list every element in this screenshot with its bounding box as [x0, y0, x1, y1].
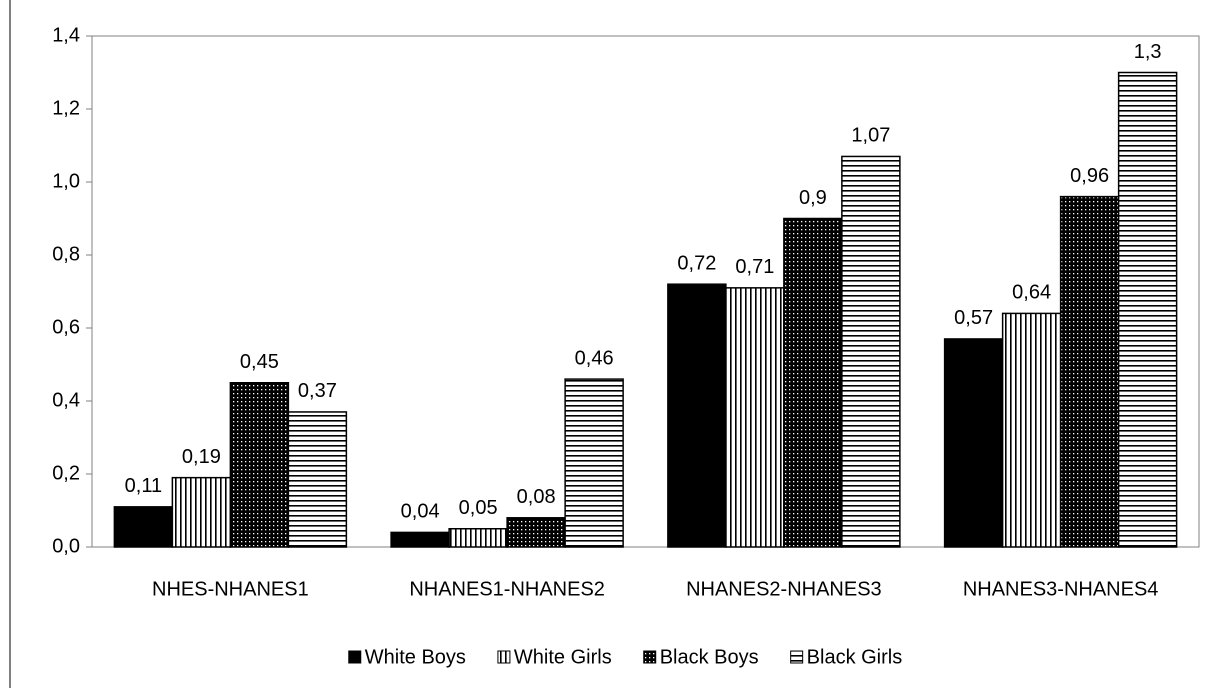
- value-label: 1,07: [851, 125, 890, 147]
- value-label: 0,45: [240, 351, 279, 373]
- y-tick-label: 0,0: [52, 535, 80, 557]
- legend-label: White Boys: [365, 646, 466, 668]
- value-label: 0,05: [459, 497, 498, 519]
- bar: [287, 411, 348, 548]
- value-label: 0,46: [575, 347, 614, 369]
- bar: [783, 217, 843, 548]
- y-tick-label: 0,6: [52, 316, 80, 338]
- legend-marker: [497, 650, 511, 664]
- value-label: 0,96: [1070, 165, 1109, 187]
- y-tick-label: 0,2: [52, 462, 80, 484]
- bar: [113, 506, 174, 548]
- bar: [1059, 195, 1120, 548]
- legend-label: Black Girls: [807, 646, 903, 668]
- value-label: 1,3: [1134, 41, 1162, 63]
- x-tick-label: NHANES1-NHANES2: [409, 578, 605, 600]
- value-label: 0,57: [954, 307, 993, 329]
- y-tick-label: 0,4: [52, 389, 80, 411]
- bar: [725, 287, 785, 548]
- x-tick-label: NHANES2-NHANES3: [686, 578, 882, 600]
- value-label: 0,08: [517, 486, 556, 508]
- bar: [229, 382, 290, 548]
- value-label: 0,64: [1012, 282, 1051, 304]
- plot-area: [91, 35, 1200, 548]
- value-label: 0,9: [799, 187, 827, 209]
- bar: [1001, 312, 1062, 548]
- bar: [564, 378, 624, 548]
- bar: [448, 528, 508, 548]
- bar: [506, 517, 566, 548]
- bar: [1117, 71, 1178, 548]
- y-tick-label: 1,4: [52, 24, 80, 46]
- legend-label: White Girls: [514, 646, 612, 668]
- value-label: 0,71: [735, 256, 774, 278]
- value-label: 0,72: [677, 252, 716, 274]
- bar: [943, 338, 1004, 548]
- value-label: 0,11: [125, 475, 162, 497]
- legend-marker: [790, 650, 804, 664]
- x-tick-label: NHANES3-NHANES4: [963, 578, 1159, 600]
- value-label: 0,37: [298, 380, 337, 402]
- value-label: 0,04: [401, 501, 440, 523]
- bar: [841, 155, 901, 548]
- x-tick-label: NHES-NHANES1: [152, 578, 309, 600]
- y-tick-label: 1,2: [52, 97, 80, 119]
- legend-marker: [348, 650, 362, 664]
- bar: [171, 476, 232, 548]
- y-tick-label: 0,8: [52, 243, 80, 265]
- value-label: 0,19: [182, 446, 221, 468]
- legend-marker: [643, 650, 657, 664]
- bar: [667, 283, 727, 548]
- bar: [390, 531, 450, 548]
- legend-label: Black Boys: [660, 646, 759, 668]
- y-tick-label: 1,0: [52, 170, 80, 192]
